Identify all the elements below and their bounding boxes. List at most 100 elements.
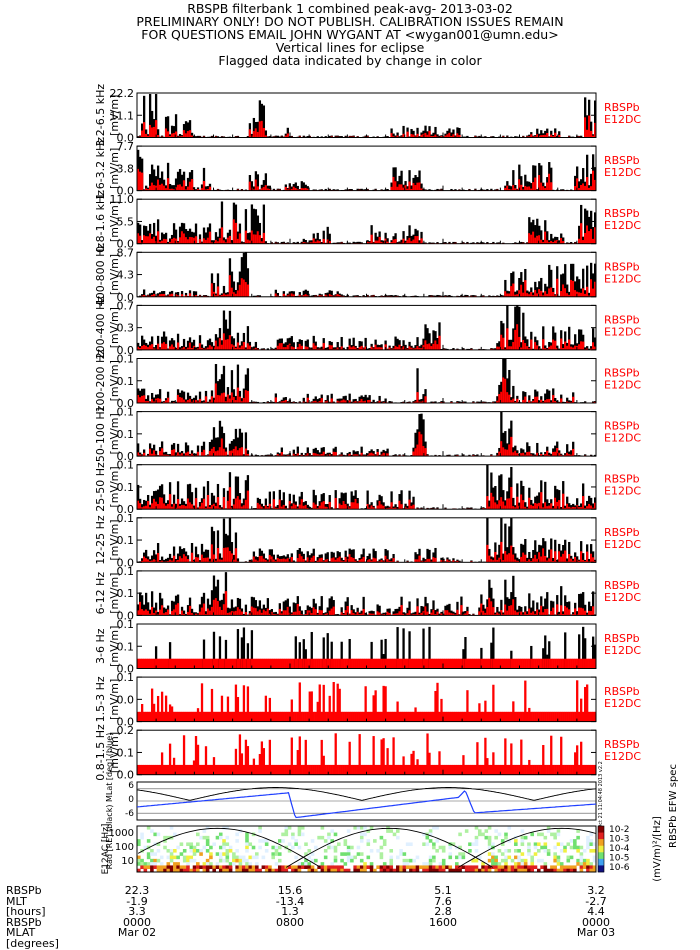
avg-bar <box>524 506 527 510</box>
peak-bar <box>184 229 188 244</box>
avg-bar <box>408 346 411 350</box>
peak-bar <box>222 433 226 457</box>
avg-bar <box>172 132 176 138</box>
avg-bar <box>400 658 403 669</box>
avg-bar <box>232 219 236 244</box>
peak-bar <box>320 447 323 457</box>
peak-bar <box>314 495 317 510</box>
peak-bar <box>566 558 569 563</box>
peak-bar <box>422 419 425 457</box>
peak-bar <box>280 447 283 457</box>
avg-bar <box>298 711 301 722</box>
avg-bar <box>566 561 569 563</box>
peak-bar <box>300 339 303 350</box>
avg-bar <box>390 242 393 244</box>
avg-bar <box>150 182 154 191</box>
peak-bar <box>302 182 305 191</box>
avg-bar <box>218 295 222 297</box>
avg-bar <box>170 658 174 669</box>
avg-bar <box>256 348 260 350</box>
peak-bar <box>570 189 573 191</box>
avg-bar <box>366 658 369 669</box>
avg-bar <box>486 496 489 510</box>
peak-bar <box>558 611 561 616</box>
peak-bar <box>332 189 335 191</box>
avg-bar <box>176 184 180 191</box>
peak-bar <box>262 506 266 510</box>
y-tick-label: 0.1 <box>117 587 135 600</box>
peak-bar <box>264 173 268 191</box>
avg-bar <box>336 658 339 669</box>
peak-bar <box>380 639 383 669</box>
avg-bar <box>144 658 148 669</box>
peak-bar <box>352 337 355 350</box>
avg-bar <box>250 711 254 722</box>
peak-bar <box>390 128 393 138</box>
y-axis-label: 6-12 Hz <box>94 572 107 615</box>
avg-bar <box>172 609 176 616</box>
avg-bar <box>204 507 208 510</box>
avg-bar <box>514 450 517 457</box>
avg-bar <box>588 295 591 297</box>
avg-bar <box>312 607 315 616</box>
avg-bar <box>396 135 399 138</box>
avg-bar <box>374 344 377 350</box>
avg-bar <box>550 182 553 191</box>
avg-bar <box>548 346 551 350</box>
peak-bar <box>552 505 555 510</box>
avg-bar <box>534 613 537 616</box>
avg-bar <box>238 448 242 457</box>
peak-bar <box>432 507 435 510</box>
avg-bar <box>226 339 230 350</box>
peak-bar <box>560 189 563 191</box>
avg-bar <box>334 559 337 563</box>
peak-bar <box>188 228 192 244</box>
peak-bar <box>242 498 246 510</box>
peak-bar <box>216 381 220 403</box>
peak-bar <box>336 135 339 138</box>
avg-bar <box>566 658 569 669</box>
peak-bar <box>258 600 262 616</box>
avg-bar <box>302 711 305 722</box>
avg-bar <box>216 346 220 350</box>
avg-bar <box>592 507 595 510</box>
peak-bar <box>508 185 511 191</box>
avg-bar <box>254 179 258 191</box>
avg-bar <box>292 658 295 669</box>
peak-bar <box>556 135 559 138</box>
peak-bar <box>312 189 315 191</box>
avg-bar <box>222 604 226 616</box>
avg-bar <box>208 401 212 403</box>
peak-bar <box>282 241 285 244</box>
peak-bar <box>464 401 467 403</box>
avg-bar <box>574 290 577 297</box>
avg-bar <box>550 658 553 669</box>
peak-bar <box>344 395 347 403</box>
peak-bar <box>148 504 152 510</box>
avg-bar <box>582 240 585 244</box>
peak-bar <box>424 596 427 616</box>
peak-bar <box>454 612 457 616</box>
peak-bar <box>240 241 244 244</box>
avg-bar <box>570 279 573 297</box>
peak-bar <box>416 554 419 563</box>
peak-bar <box>354 612 357 616</box>
avg-bar <box>180 505 184 510</box>
avg-bar <box>550 134 553 138</box>
avg-bar <box>268 613 272 616</box>
peak-bar <box>240 341 244 350</box>
avg-bar <box>520 284 523 297</box>
avg-bar <box>554 497 557 510</box>
peak-bar <box>196 613 200 616</box>
avg-bar <box>590 279 593 297</box>
avg-bar <box>168 346 172 350</box>
peak-bar <box>240 637 244 669</box>
avg-bar <box>516 658 519 669</box>
avg-bar <box>456 609 459 616</box>
avg-bar <box>308 242 311 244</box>
channel-label: E12DC <box>604 591 641 604</box>
peak-bar <box>208 558 212 563</box>
peak-bar <box>262 180 266 191</box>
avg-bar <box>268 554 272 563</box>
